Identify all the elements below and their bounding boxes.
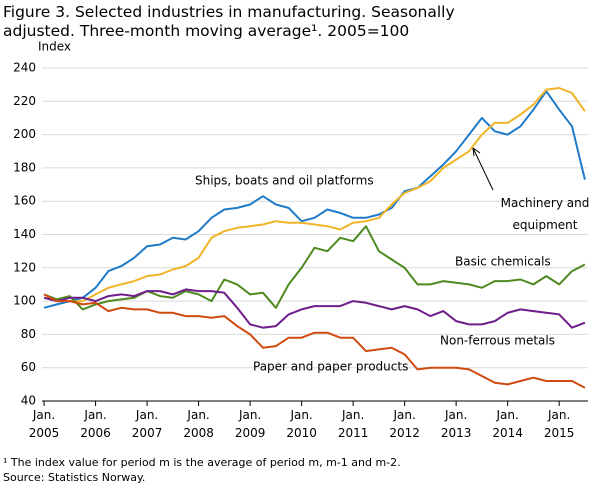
- x-tick-label-line: Jan.: [32, 408, 55, 422]
- x-tick-label-line: Jan.: [547, 408, 570, 422]
- annotation-arrow: [472, 147, 494, 191]
- series-line: [43, 225, 586, 311]
- footer: ¹ The index value for period m is the av…: [3, 455, 401, 485]
- series-label: Machinery and equipment: [501, 196, 590, 232]
- x-tick-label-line: Jan.: [83, 408, 106, 422]
- annotation-arrowhead: [472, 147, 481, 157]
- y-tick-label: 100: [13, 294, 36, 308]
- x-tick-label-line: 2011: [338, 426, 369, 440]
- x-tick-label-line: 2009: [235, 426, 266, 440]
- x-tick-label: Jan. 2009: [235, 408, 266, 440]
- x-tick-label-line: Jan.: [238, 408, 261, 422]
- series-line: [43, 90, 586, 309]
- y-tick-label: 120: [13, 260, 36, 274]
- x-tick-label-line: 2005: [29, 426, 60, 440]
- x-tick-label-line: Jan.: [186, 408, 209, 422]
- y-tick-label: 40: [21, 394, 36, 408]
- series-label: Paper and paper products: [253, 360, 408, 374]
- x-tick-label: Jan. 2005: [29, 408, 60, 440]
- x-tick-label-line: 2012: [389, 426, 420, 440]
- x-tick-label-line: 2014: [492, 426, 523, 440]
- x-tick-label: Jan. 2012: [389, 408, 420, 440]
- y-tick-label: 140: [13, 227, 36, 241]
- x-tick-label-line: 2008: [183, 426, 214, 440]
- series-line: [43, 87, 586, 303]
- x-tick-label-line: Jan.: [135, 408, 158, 422]
- x-tick-label-line: Jan.: [289, 408, 312, 422]
- y-tick-label: 220: [13, 94, 36, 108]
- series-line: [43, 288, 586, 329]
- x-tick-label-line: Jan.: [495, 408, 518, 422]
- x-tick-label-line: Jan.: [341, 408, 364, 422]
- series-line: [43, 293, 586, 389]
- footnote: ¹ The index value for period m is the av…: [3, 456, 401, 469]
- y-tick-label: 60: [21, 360, 36, 374]
- series-label: Non-ferrous metals: [440, 334, 555, 348]
- x-tick-label-line: 2015: [544, 426, 575, 440]
- x-tick-label: Jan. 2008: [183, 408, 214, 440]
- x-tick-label-line: Jan.: [444, 408, 467, 422]
- x-tick-label-line: Jan.: [392, 408, 415, 422]
- y-tick-label: 160: [13, 194, 36, 208]
- x-tick-label-line: 2010: [286, 426, 317, 440]
- x-tick-label-line: 2013: [441, 426, 472, 440]
- x-tick-label: Jan. 2015: [544, 408, 575, 440]
- y-tick-label: 200: [13, 127, 36, 141]
- x-tick-label: Jan. 2007: [132, 408, 163, 440]
- series-label-line: Machinery and: [501, 196, 590, 210]
- series-label-line: equipment: [513, 218, 578, 232]
- source: Source: Statistics Norway.: [3, 471, 146, 484]
- x-tick-label: Jan. 2006: [80, 408, 111, 440]
- series-label: Ships, boats and oil platforms: [195, 174, 374, 188]
- y-tick-label: 240: [13, 61, 36, 75]
- chart-title: Figure 3. Selected industries in manufac…: [3, 3, 455, 40]
- y-axis-label: Index: [38, 40, 71, 54]
- series-label: Basic chemicals: [455, 255, 551, 269]
- y-tick-label: 180: [13, 160, 36, 174]
- x-tick-label: Jan. 2014: [492, 408, 523, 440]
- x-tick-label: Jan. 2010: [286, 408, 317, 440]
- x-tick-label-line: 2006: [80, 426, 111, 440]
- y-tick-label: 80: [21, 327, 36, 341]
- x-tick-label: Jan. 2011: [338, 408, 369, 440]
- x-tick-label: Jan. 2013: [441, 408, 472, 440]
- x-tick-label-line: 2007: [132, 426, 163, 440]
